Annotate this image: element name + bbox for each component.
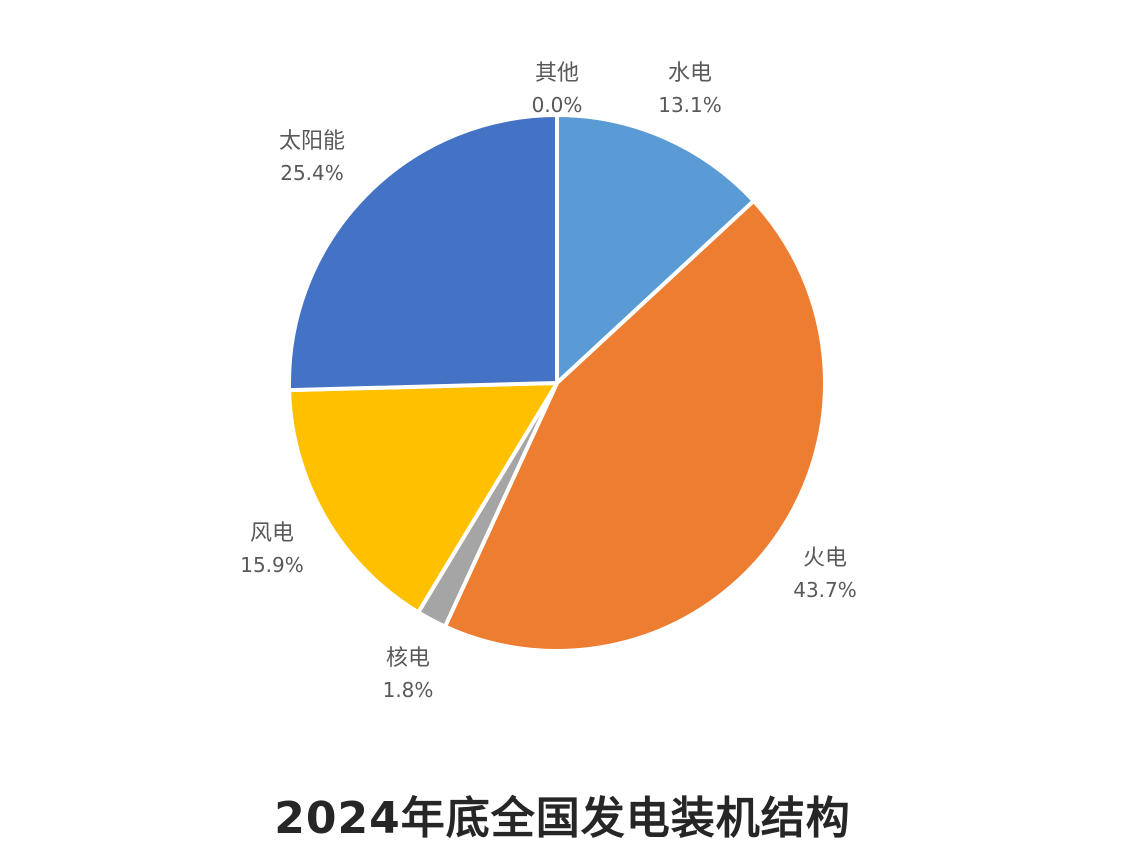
slice-value-1: 43.7% [793,578,857,602]
slice-label-4: 太阳能 [279,129,345,154]
slice-value-3: 15.9% [240,553,304,577]
slice-label-3: 风电 [250,521,294,546]
pie-slice-4 [287,113,559,393]
pie-slice-1 [443,198,827,653]
slice-value-4: 25.4% [280,161,344,185]
slice-value-0: 13.1% [658,93,722,117]
pie-slice-0 [555,113,756,385]
slice-value-2: 1.8% [383,678,434,702]
slice-label-1: 火电 [803,546,847,571]
slice-label-0: 水电 [668,61,712,86]
slice-label-5: 其他 [535,61,579,86]
chart-title: 2024年底全国发电装机结构 [274,793,851,844]
slice-label-2: 核电 [386,646,430,671]
slice-value-5: 0.0% [532,93,583,117]
pie-slice-3 [287,381,559,615]
